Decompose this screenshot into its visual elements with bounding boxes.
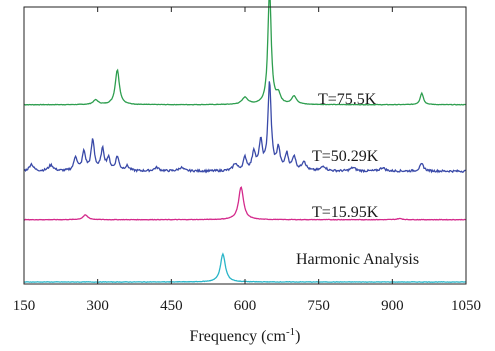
series-line-t-15-95k — [23, 186, 466, 221]
x-axis-label-main: Frequency (cm — [190, 328, 287, 345]
series-layer — [23, 0, 467, 283]
label-harmonic: Harmonic Analysis — [296, 251, 419, 268]
x-axis-label: Frequency (cm-1) — [190, 326, 301, 345]
x-tick-label: 150 — [13, 298, 36, 314]
x-tick-label: 750 — [307, 298, 330, 314]
plot-frame — [23, 6, 467, 285]
x-tick-label: 600 — [234, 298, 257, 314]
x-ticks: 150 300 450 600 750 900 1050 — [13, 7, 481, 314]
x-axis-label-close: ) — [295, 328, 300, 345]
label-t50: T=50.29K — [312, 148, 379, 165]
label-t15: T=15.95K — [312, 204, 379, 221]
label-t75: T=75.5K — [318, 91, 377, 108]
x-tick-label: 900 — [381, 298, 404, 314]
series-line-t-50-29k — [23, 81, 467, 174]
x-axis-label-sup: -1 — [286, 326, 295, 338]
series-line-t-75-5k — [23, 0, 467, 106]
x-tick-label: 300 — [86, 298, 109, 314]
x-tick-label: 450 — [160, 298, 183, 314]
x-tick-label: 1050 — [451, 298, 481, 314]
